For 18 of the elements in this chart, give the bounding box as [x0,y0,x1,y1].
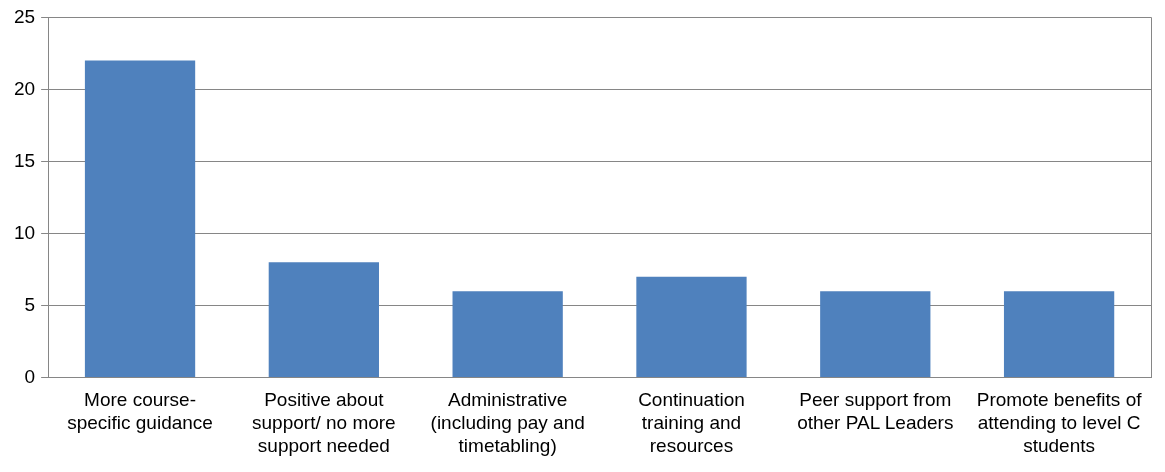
y-tick-label: 15 [13,149,36,171]
y-tick-label: 25 [13,5,36,27]
bar [820,291,931,378]
y-tick-label: 20 [13,77,36,99]
x-tick-label: More course-specific guidance [67,389,213,434]
x-tick-label: Peer support from other PAL Leaders [797,389,954,434]
x-tick-label: Promote benefits of attending to level C students [976,389,1143,456]
x-tick-label: Administrative (including pay and timetabling) [430,389,585,456]
x-tick-label: Positive about support/ no more support needed [252,389,396,456]
y-tick-label: 0 [24,365,36,387]
bar [268,262,379,378]
y-tick-label: 5 [24,293,36,315]
bar [1003,291,1115,378]
bar [84,60,196,378]
bar [452,291,563,378]
x-tick-label: Continuation training and resources [638,389,745,456]
bar [636,276,747,378]
y-tick-label: 10 [13,221,36,243]
